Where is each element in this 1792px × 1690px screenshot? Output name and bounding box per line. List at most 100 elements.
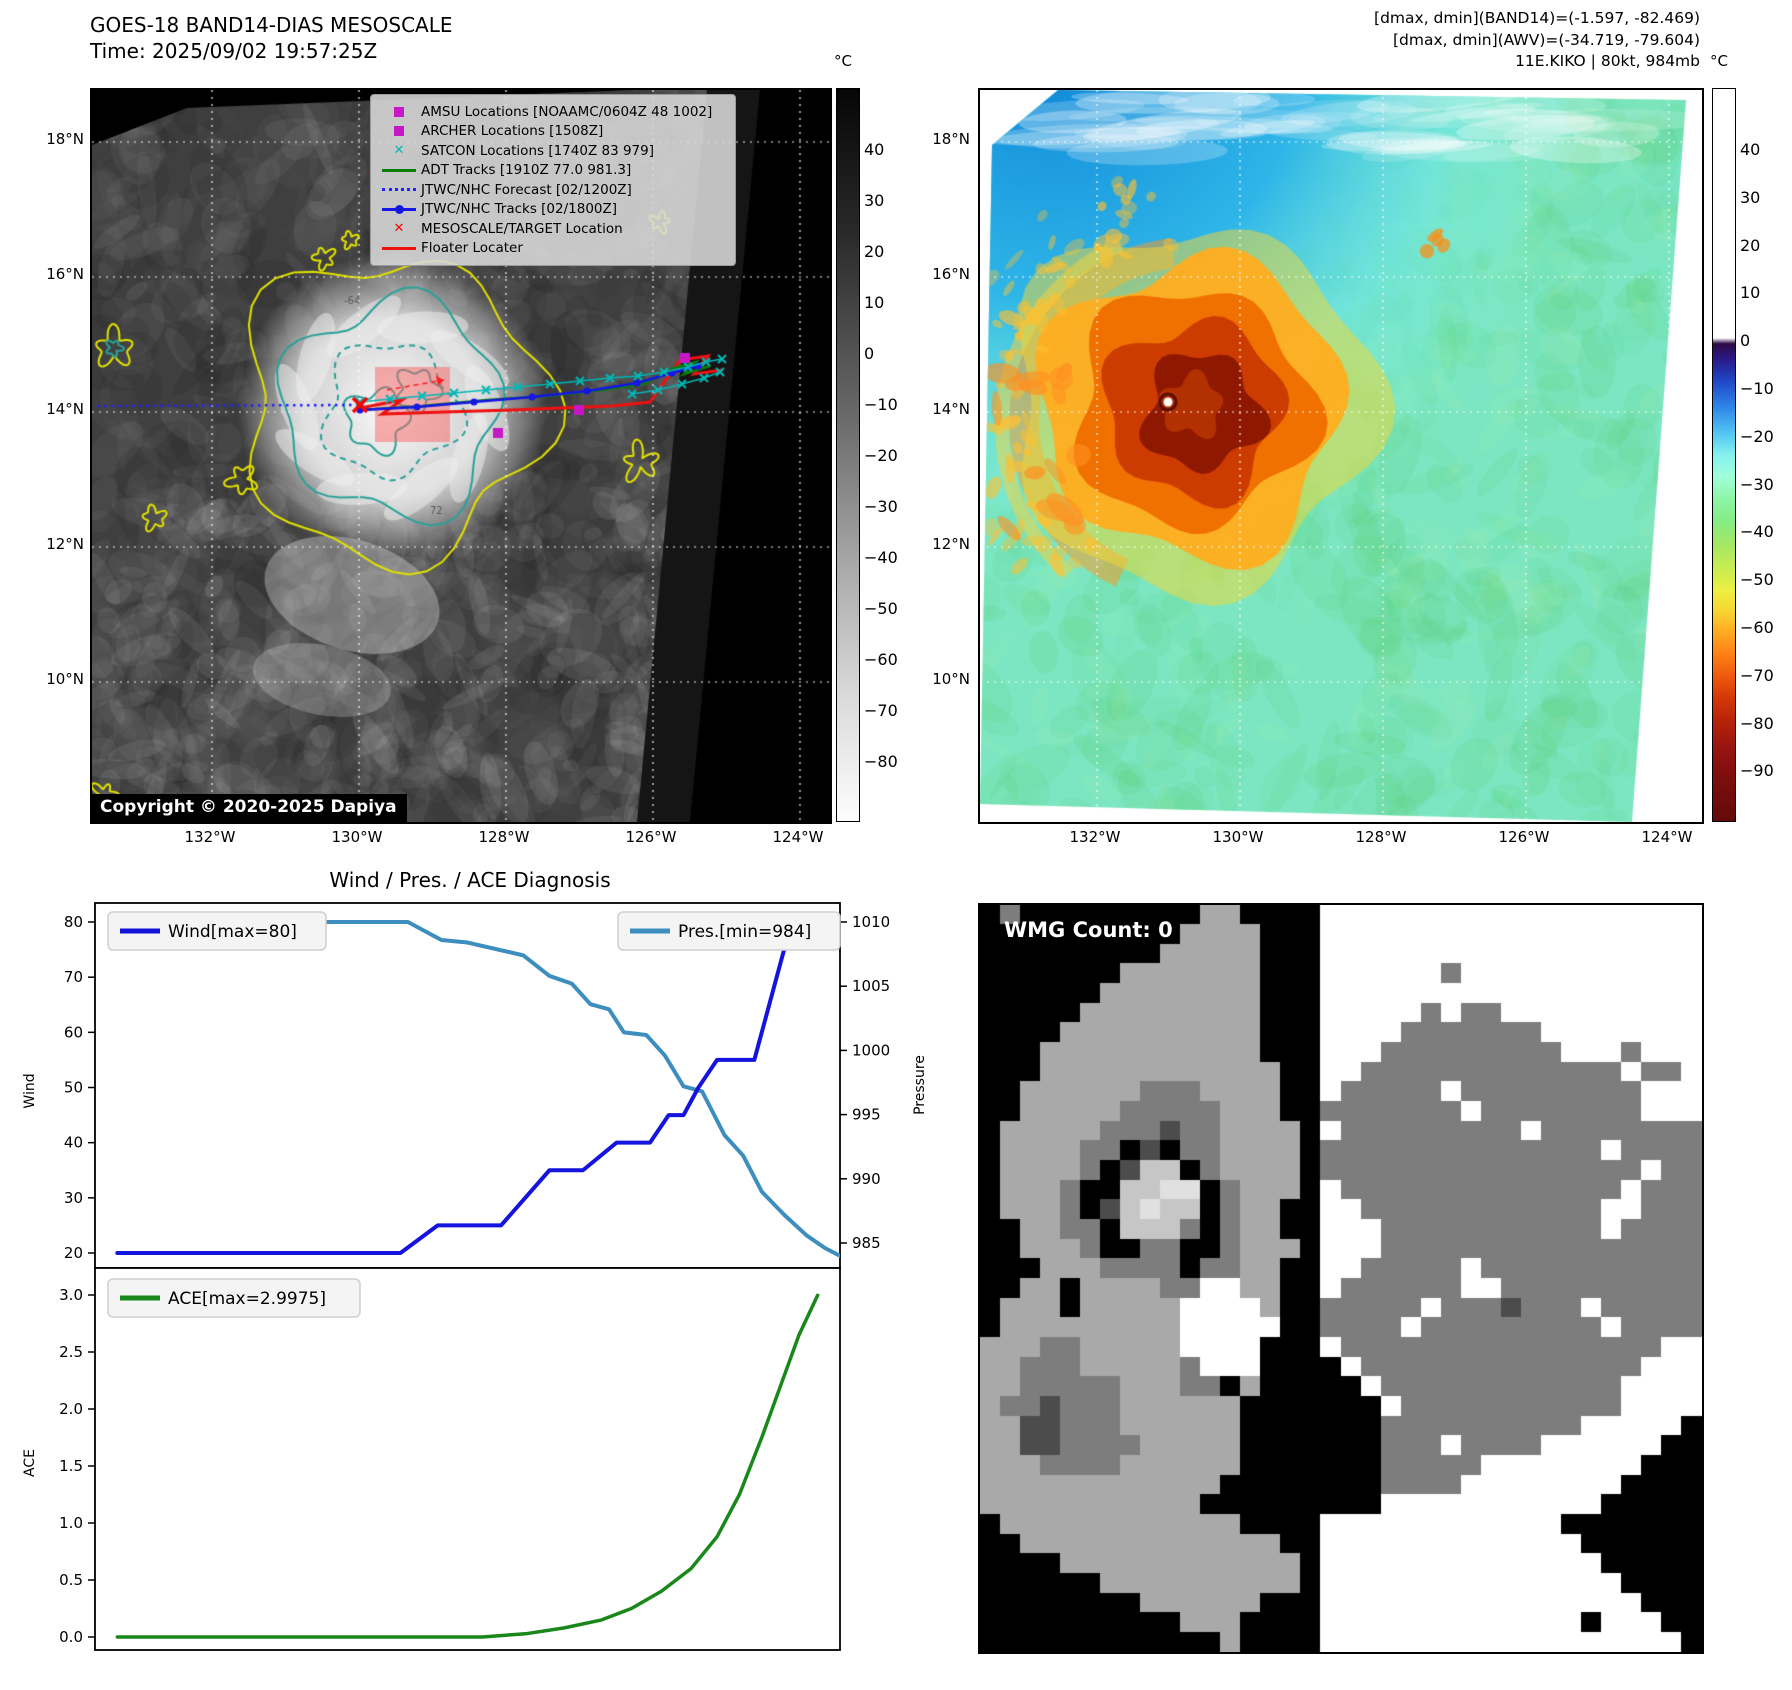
goes-colorbar-tick: 20 bbox=[864, 242, 885, 261]
awv-lat-tick: 10°N bbox=[932, 670, 970, 688]
legend-item-label: ARCHER Locations [1508Z] bbox=[421, 123, 604, 140]
awv-annotation-awv: [dmax, dmin](AWV)=(-34.719, -79.604) bbox=[1393, 30, 1700, 49]
legend-item-label: JTWC/NHC Tracks [02/1800Z] bbox=[421, 201, 618, 218]
awv-colorbar-tick: 30 bbox=[1740, 187, 1761, 207]
wind-axis-label: Wind bbox=[22, 1073, 38, 1108]
chart-area bbox=[94, 1267, 841, 1651]
goes-lat-tick: 16°N bbox=[46, 265, 84, 283]
map-legend-item: JTWC/NHC Forecast [02/1200Z] bbox=[377, 180, 729, 200]
legend-item-label: MESOSCALE/TARGET Location bbox=[421, 220, 623, 237]
square-marker-icon bbox=[394, 106, 404, 117]
diagnosis-charts: Wind / Pres. / ACE Diagnosis 80 70 60 50 40 30… bbox=[22, 868, 928, 1651]
awv-colorbar-tick: 0 bbox=[1740, 331, 1751, 351]
awv-annotations: [dmax, dmin](BAND14)=(-1.597, -82.469) [… bbox=[1374, 8, 1700, 73]
goes-colorbar-tick: −10 bbox=[864, 395, 898, 414]
chart-legend-label: Wind[max=80] bbox=[168, 922, 297, 942]
adt-marker-icon bbox=[377, 168, 421, 172]
awv-colorbar-tick: −10 bbox=[1740, 379, 1774, 398]
awv-colorbar-tick: −70 bbox=[1740, 665, 1774, 685]
awv-colorbar-tick: −20 bbox=[1740, 426, 1774, 446]
goes-colorbar-tick: 0 bbox=[864, 344, 875, 363]
awv-lon-tick: 132°W bbox=[1069, 828, 1121, 846]
legend-item-label: ADT Tracks [1910Z 77.0 981.3] bbox=[421, 162, 632, 179]
legend-item-label: SATCON Locations [1740Z 83 979] bbox=[421, 142, 654, 159]
awv-annotation-storm: 11E.KIKO | 80kt, 984mb bbox=[1515, 52, 1700, 70]
goes-colorbar-tick: −50 bbox=[864, 599, 898, 618]
diagnosis-title: Wind / Pres. / ACE Diagnosis bbox=[329, 868, 610, 892]
pressure-tick-label: 990 bbox=[852, 1170, 881, 1188]
chart-legend-box bbox=[107, 911, 327, 951]
awv-colorbar-tick: −60 bbox=[1740, 618, 1774, 637]
awv-colorbar-unit: °C bbox=[1710, 52, 1728, 70]
ace-tick-label: 3.0 bbox=[59, 1286, 83, 1304]
wind-tick-label: 70 bbox=[64, 968, 83, 986]
square-marker-icon bbox=[394, 126, 404, 137]
ace-tick-label: 1.0 bbox=[59, 1514, 83, 1532]
awv-annotation-band14: [dmax, dmin](BAND14)=(-1.597, -82.469) bbox=[1374, 9, 1700, 27]
ace-tick-label: 0.0 bbox=[59, 1628, 83, 1646]
goes-colorbar-tick: −40 bbox=[864, 548, 898, 567]
awv-satellite-canvas bbox=[980, 90, 1702, 822]
floater-marker-icon bbox=[377, 246, 421, 250]
wmg-grid-canvas bbox=[980, 905, 1702, 1652]
map-legend-item: ✕ SATCON Locations [1740Z 83 979] bbox=[377, 141, 729, 161]
line-dot-marker bbox=[395, 204, 404, 214]
wind-tick-label: 30 bbox=[64, 1189, 83, 1207]
awv-colorbar-tick: −30 bbox=[1740, 474, 1774, 494]
line-marker-icon bbox=[382, 246, 416, 250]
copyright-text: Copyright © 2020-2025 Dapiya bbox=[92, 794, 407, 822]
pressure-tick-label: 1010 bbox=[852, 913, 890, 931]
wmg-panel: WMG Count: 0 bbox=[978, 903, 1704, 1654]
wind-tick-label: 50 bbox=[64, 1079, 83, 1097]
awv-lat-tick: 14°N bbox=[932, 400, 970, 418]
goes-lat-tick: 14°N bbox=[46, 400, 84, 418]
awv-colorbar-tick: −40 bbox=[1740, 522, 1774, 542]
x-marker-icon: ✕ bbox=[393, 143, 405, 159]
chart-area bbox=[94, 902, 841, 1269]
map-legend-item: AMSU Locations [NOAAMC/0604Z 48 1002] bbox=[377, 102, 729, 122]
goes-title: GOES-18 BAND14-DIAS MESOSCALE bbox=[90, 13, 453, 37]
map-legend: AMSU Locations [NOAAMC/0604Z 48 1002] ARC… bbox=[370, 94, 736, 266]
pressure-tick-label: 1005 bbox=[852, 977, 890, 995]
goes-colorbar-tick: −20 bbox=[864, 446, 898, 465]
satcon-marker-icon: ✕ bbox=[377, 144, 421, 157]
goes-lat-tick: 12°N bbox=[46, 535, 84, 553]
wind-tick-label: 60 bbox=[64, 1023, 83, 1041]
awv-colorbar bbox=[1712, 88, 1736, 822]
goes-lon-tick: 130°W bbox=[331, 828, 383, 846]
goes-lon-tick: 126°W bbox=[625, 828, 677, 846]
awv-lat-tick: 12°N bbox=[932, 535, 970, 553]
legend-item-label: AMSU Locations [NOAAMC/0604Z 48 1002] bbox=[421, 103, 713, 120]
ace-tick-label: 1.5 bbox=[59, 1457, 83, 1475]
awv-lat-tick: 18°N bbox=[932, 130, 970, 148]
jtwcnhc-marker-icon bbox=[377, 188, 421, 192]
wind-tick-label: 80 bbox=[64, 913, 83, 931]
goes-lon-tick: 132°W bbox=[184, 828, 236, 846]
goes-satellite-map: AMSU Locations [NOAAMC/0604Z 48 1002] ARC… bbox=[90, 88, 832, 824]
awv-lon-tick: 130°W bbox=[1212, 828, 1264, 846]
dotted-line-icon bbox=[382, 188, 416, 192]
ace-tick-label: 2.5 bbox=[59, 1343, 83, 1361]
awv-colorbar-tick: 20 bbox=[1740, 235, 1761, 255]
chart-legend-label: Pres.[min=984] bbox=[678, 922, 811, 942]
awv-colorbar-tick: 40 bbox=[1740, 140, 1761, 159]
awv-colorbar-tick: −90 bbox=[1740, 761, 1774, 781]
wind-tick-label: 20 bbox=[64, 1244, 83, 1262]
series-ace-max-2-9975- bbox=[115, 1293, 820, 1639]
pressure-tick-label: 995 bbox=[852, 1106, 881, 1124]
map-legend-item: ✕ MESOSCALE/TARGET Location bbox=[377, 219, 729, 239]
pressure-tick-label: 985 bbox=[852, 1234, 881, 1252]
goes-panel-title: GOES-18 BAND14-DIAS MESOSCALE Time: 2025… bbox=[90, 12, 453, 64]
pressure-tick-label: 1000 bbox=[852, 1041, 890, 1059]
awv-lon-tick: 128°W bbox=[1355, 828, 1407, 846]
legend-item-label: JTWC/NHC Forecast [02/1200Z] bbox=[421, 181, 632, 198]
chart-legend-label: ACE[max=2.9975] bbox=[168, 1289, 326, 1309]
goes-colorbar-tick: −80 bbox=[864, 752, 898, 771]
chart-legend-box bbox=[107, 1278, 361, 1318]
goes-lon-tick: 124°W bbox=[772, 828, 824, 846]
legend-item-label: Floater Locater bbox=[421, 240, 523, 257]
wmg-count-label: WMG Count: 0 bbox=[1004, 918, 1173, 942]
goes-colorbar bbox=[836, 88, 860, 822]
amsu-marker-icon bbox=[377, 106, 421, 117]
